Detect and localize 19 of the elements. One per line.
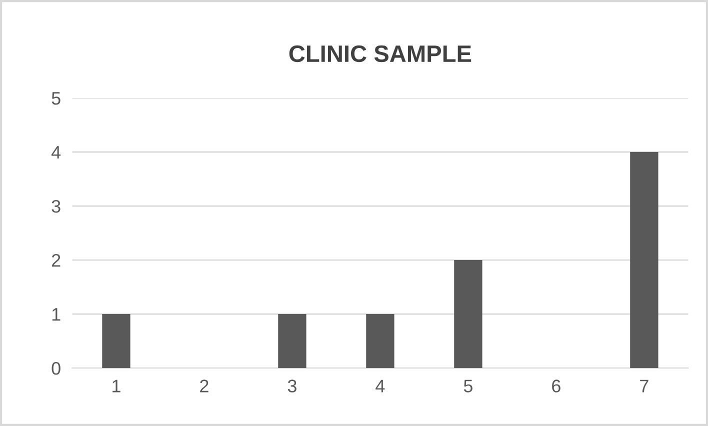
y-tick-label: 3 xyxy=(52,200,60,213)
y-tick-label: 1 xyxy=(52,308,60,321)
x-tick-label: 6 xyxy=(552,380,560,392)
bar xyxy=(102,314,130,368)
x-tick-label: 3 xyxy=(288,380,296,392)
y-tick-label: 0 xyxy=(52,362,60,375)
x-tick-label: 4 xyxy=(376,380,385,392)
y-tick-label: 5 xyxy=(52,92,60,105)
chart-title: CLINIC SAMPLE xyxy=(289,45,472,62)
x-tick-label: 5 xyxy=(464,380,472,392)
y-tick-label: 2 xyxy=(52,254,60,267)
x-tick-label: 2 xyxy=(200,380,208,392)
x-tick-label: 1 xyxy=(112,380,120,392)
x-tick-label: 7 xyxy=(640,380,648,392)
bar xyxy=(278,314,306,368)
bar xyxy=(454,260,482,368)
bar xyxy=(366,314,394,368)
y-tick-label: 4 xyxy=(51,146,61,159)
bar xyxy=(630,152,658,368)
